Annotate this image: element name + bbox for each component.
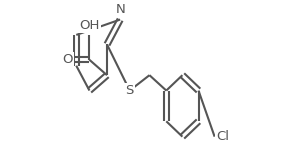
Text: Cl: Cl bbox=[216, 130, 229, 143]
Text: O: O bbox=[62, 53, 73, 66]
Text: S: S bbox=[126, 84, 134, 97]
Text: N: N bbox=[116, 3, 126, 16]
Text: OH: OH bbox=[79, 19, 100, 32]
